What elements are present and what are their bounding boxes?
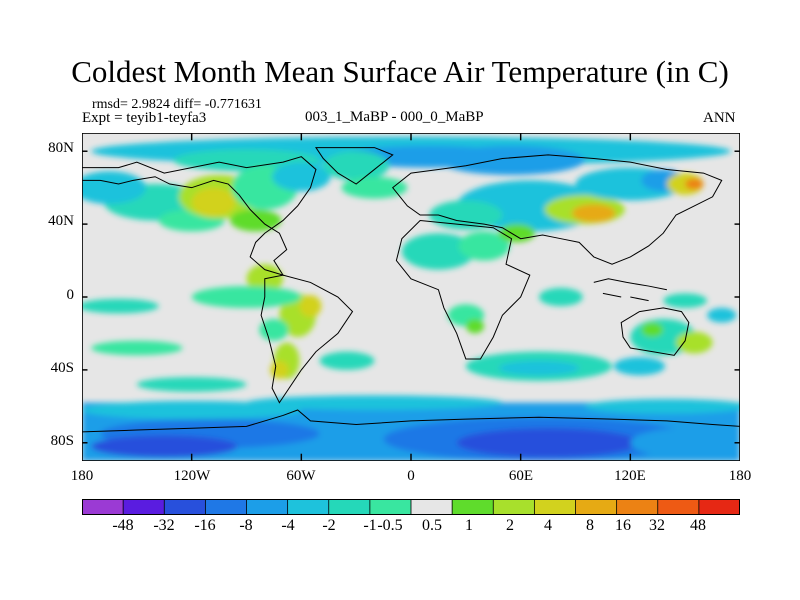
colorbar-swatch: [328, 499, 371, 515]
colorbar-swatch: [493, 499, 535, 515]
temperature-map: [82, 133, 740, 461]
lon-label: 120E: [614, 468, 646, 484]
coastline-greenland: [315, 147, 394, 185]
lat-label: 80N: [48, 140, 74, 156]
lon-label: 0: [407, 468, 415, 484]
colorbar-label: -16: [194, 517, 216, 534]
colorbar-label: -2: [322, 517, 336, 534]
colorbar-label: 4: [544, 517, 552, 534]
coastline-africa: [395, 219, 531, 360]
coastline-antarctica: [82, 409, 740, 433]
season-label: ANN: [703, 110, 736, 126]
colorbar-swatch: [411, 499, 453, 515]
lat-label: 40N: [48, 213, 74, 229]
colorbar-swatch: [657, 499, 700, 515]
colorbar-swatch: [287, 499, 330, 515]
colorbar-swatch: [575, 499, 617, 515]
colorbar-label: -8: [239, 517, 253, 534]
colorbar-swatch: [123, 499, 165, 515]
lon-label: 180: [70, 468, 94, 484]
colorbar-label: -1: [363, 517, 377, 534]
colorbar-swatch: [369, 499, 412, 515]
expt-text: Expt = teyib1-teyfa3: [82, 110, 207, 126]
colorbar-swatch: [82, 499, 124, 515]
colorbar-label: 0.5: [422, 517, 442, 534]
lon-label: 60E: [508, 468, 534, 484]
lon-label: 60W: [286, 468, 316, 484]
colorbar-label: -32: [153, 517, 175, 534]
colorbar-label: 2: [506, 517, 514, 534]
colorbar-swatch: [452, 499, 494, 515]
colorbar-label: 1: [465, 517, 473, 534]
colorbar-swatch: [205, 499, 247, 515]
colorbar: [82, 499, 740, 515]
colorbar-swatch: [616, 499, 659, 515]
lat-label: 0: [66, 287, 75, 303]
coastline-australia: [620, 307, 690, 356]
lon-label: 180: [728, 468, 752, 484]
lat-label: 40S: [50, 360, 74, 376]
coastlines: [82, 147, 740, 433]
colorbar-swatch: [246, 499, 288, 515]
colorbar-swatch: [534, 499, 576, 515]
lat-ticks: [82, 150, 740, 444]
colorbar-label: 16: [615, 517, 631, 534]
coastline-eurasia: [392, 154, 723, 265]
colorbar-label: -48: [112, 517, 134, 534]
colorbar-label: 48: [690, 517, 706, 534]
colorbar-label: 8: [586, 517, 594, 534]
coastline-north-america: [82, 156, 317, 276]
colorbar-frame: [82, 499, 740, 515]
colorbar-label: -4: [281, 517, 295, 534]
colorbar-label: 32: [649, 517, 665, 534]
coastline-maritime-continent: [593, 278, 667, 302]
rmsd-diff-text: rmsd= 2.9824 diff= -0.771631: [92, 97, 262, 112]
coastline-south-america: [260, 274, 354, 404]
lon-label: 120W: [173, 468, 211, 484]
colorbar-label: -0.5: [377, 517, 403, 534]
colorbar-swatch: [164, 499, 206, 515]
colorbar-swatch: [698, 499, 740, 515]
experiment-label: 003_1_MaBP - 000_0_MaBP: [305, 109, 484, 125]
plot-title: Coldest Month Mean Surface Air Temperatu…: [71, 54, 729, 89]
lat-label: 80S: [50, 433, 74, 449]
lon-ticks: [190, 133, 632, 461]
